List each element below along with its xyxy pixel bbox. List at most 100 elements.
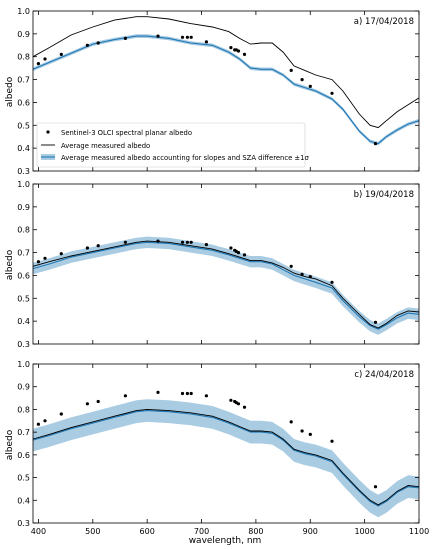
olci-point-a xyxy=(236,49,241,53)
y-tick-label-b: 0.6 xyxy=(17,271,30,280)
x-tick-label-c: 900 xyxy=(303,527,318,536)
measured-albedo-line-b xyxy=(32,240,420,329)
olci-point-c xyxy=(59,412,63,416)
olci-point-c xyxy=(189,391,193,396)
olci-point-b xyxy=(85,246,89,250)
olci-point-b xyxy=(308,275,312,279)
olci-point-a xyxy=(59,52,63,57)
y-tick-label-b: 0.4 xyxy=(17,317,30,326)
x-tick-label-c: 600 xyxy=(140,527,155,536)
corrected-albedo-line-b xyxy=(32,241,420,330)
olci-point-b xyxy=(300,272,304,276)
olci-point-c xyxy=(85,402,89,406)
legend-label-corrected: Average measured albedo accounting for s… xyxy=(61,154,309,162)
panel-b: 0.3 0.4 0.5 0.6 0.7 0.8 0.9 1.0 b) 19/04/2018 xyxy=(17,180,420,349)
olci-point-b xyxy=(242,253,247,257)
y-tick-label-b: 0.3 xyxy=(17,340,30,349)
x-tick-label-c: 1100 xyxy=(409,527,429,536)
y-tick-label-c: 0.5 xyxy=(17,474,30,483)
olci-point-a xyxy=(242,52,247,57)
olci-point-c xyxy=(156,390,160,394)
y-tick-label-a: 0.9 xyxy=(17,30,30,39)
olci-point-a xyxy=(43,57,47,61)
legend-box xyxy=(36,122,306,168)
olci-point-b xyxy=(156,239,160,243)
y-tick-label-a: 0.3 xyxy=(17,167,30,176)
olci-point-c xyxy=(229,398,233,402)
x-tick-label-c: 700 xyxy=(194,527,209,536)
olci-point-c xyxy=(308,432,312,436)
olci-point-a xyxy=(85,43,89,47)
y-tick-label-b: 0.5 xyxy=(17,294,30,303)
olci-point-a xyxy=(229,46,233,50)
panel-title-c: c) 24/04/2018 xyxy=(354,370,414,380)
olci-point-b xyxy=(229,246,233,250)
olci-point-c xyxy=(36,422,41,426)
olci-point-b xyxy=(204,243,208,247)
olci-point-b xyxy=(96,244,100,248)
y-tick-label-c: 0.8 xyxy=(17,405,30,414)
olci-point-c xyxy=(180,391,185,396)
olci-point-c xyxy=(43,419,47,423)
x-tick-label-c: 800 xyxy=(248,527,263,536)
olci-point-c xyxy=(289,420,293,424)
olci-point-c xyxy=(185,391,189,396)
olci-point-a xyxy=(96,41,100,45)
x-tick-label-c: 400 xyxy=(31,527,46,536)
y-tick-label-c: 0.6 xyxy=(17,451,30,460)
y-tick-label-b: 1.0 xyxy=(17,180,30,189)
olci-point-b xyxy=(185,240,189,244)
olci-point-b xyxy=(180,240,185,244)
olci-point-b xyxy=(43,256,47,260)
y-tick-label-c: 0.7 xyxy=(17,428,30,437)
olci-point-a xyxy=(300,78,304,82)
y-tick-label-c: 1.0 xyxy=(17,360,30,369)
olci-point-c xyxy=(300,429,304,433)
olci-point-a xyxy=(36,62,41,66)
olci-point-c xyxy=(236,402,241,406)
x-axis-label: wavelength, nm xyxy=(189,536,262,546)
olci-point-a xyxy=(185,35,189,39)
legend-label-olci: Sentinel-3 OLCI spectral planar albedo xyxy=(61,129,192,137)
legend-label-measured: Average measured albedo xyxy=(61,142,150,150)
plot-frame-c xyxy=(32,363,420,524)
olci-point-c xyxy=(330,439,334,443)
olci-point-b xyxy=(236,251,241,255)
x-tick-label-c: 500 xyxy=(85,527,100,536)
y-tick-label-a: 1.0 xyxy=(17,7,30,16)
olci-point-b xyxy=(59,252,63,256)
y-tick-label-b: 0.9 xyxy=(17,203,30,212)
y-axis-label-a: albedo xyxy=(5,76,15,107)
olci-point-c xyxy=(96,399,100,404)
olci-point-b xyxy=(36,260,41,264)
olci-point-a xyxy=(289,68,293,72)
olci-point-a xyxy=(373,142,378,146)
olci-point-c xyxy=(204,394,208,398)
legend: Sentinel-3 OLCI spectral planar albedo Av… xyxy=(36,122,309,168)
panel-title-b: b) 19/04/2018 xyxy=(354,190,414,200)
y-tick-label-a: 0.6 xyxy=(17,98,30,107)
plot-frame-b xyxy=(32,183,420,345)
legend-marker-olci xyxy=(46,130,50,134)
olci-point-b xyxy=(123,240,127,244)
corrected-albedo-line-c xyxy=(32,410,420,507)
olci-point-a xyxy=(180,35,185,39)
olci-point-c xyxy=(123,394,127,398)
olci-point-a xyxy=(189,35,193,39)
sigma-band-c xyxy=(33,399,419,518)
y-tick-label-b: 0.7 xyxy=(17,249,30,258)
olci-point-c xyxy=(242,405,247,409)
olci-point-a xyxy=(330,91,334,95)
y-axis-label-c: albedo xyxy=(5,429,15,460)
plot-frame-a xyxy=(32,10,420,172)
olci-point-a xyxy=(308,84,312,88)
y-tick-label-c: 0.3 xyxy=(17,519,30,528)
olci-point-b xyxy=(289,264,293,268)
y-tick-label-b: 0.8 xyxy=(17,226,30,235)
olci-point-b xyxy=(330,280,334,284)
y-tick-label-a: 0.5 xyxy=(17,121,30,130)
y-tick-label-a: 0.7 xyxy=(17,76,30,85)
y-tick-label-c: 0.9 xyxy=(17,383,30,392)
y-tick-label-a: 0.8 xyxy=(17,53,30,62)
olci-point-b xyxy=(373,320,378,324)
